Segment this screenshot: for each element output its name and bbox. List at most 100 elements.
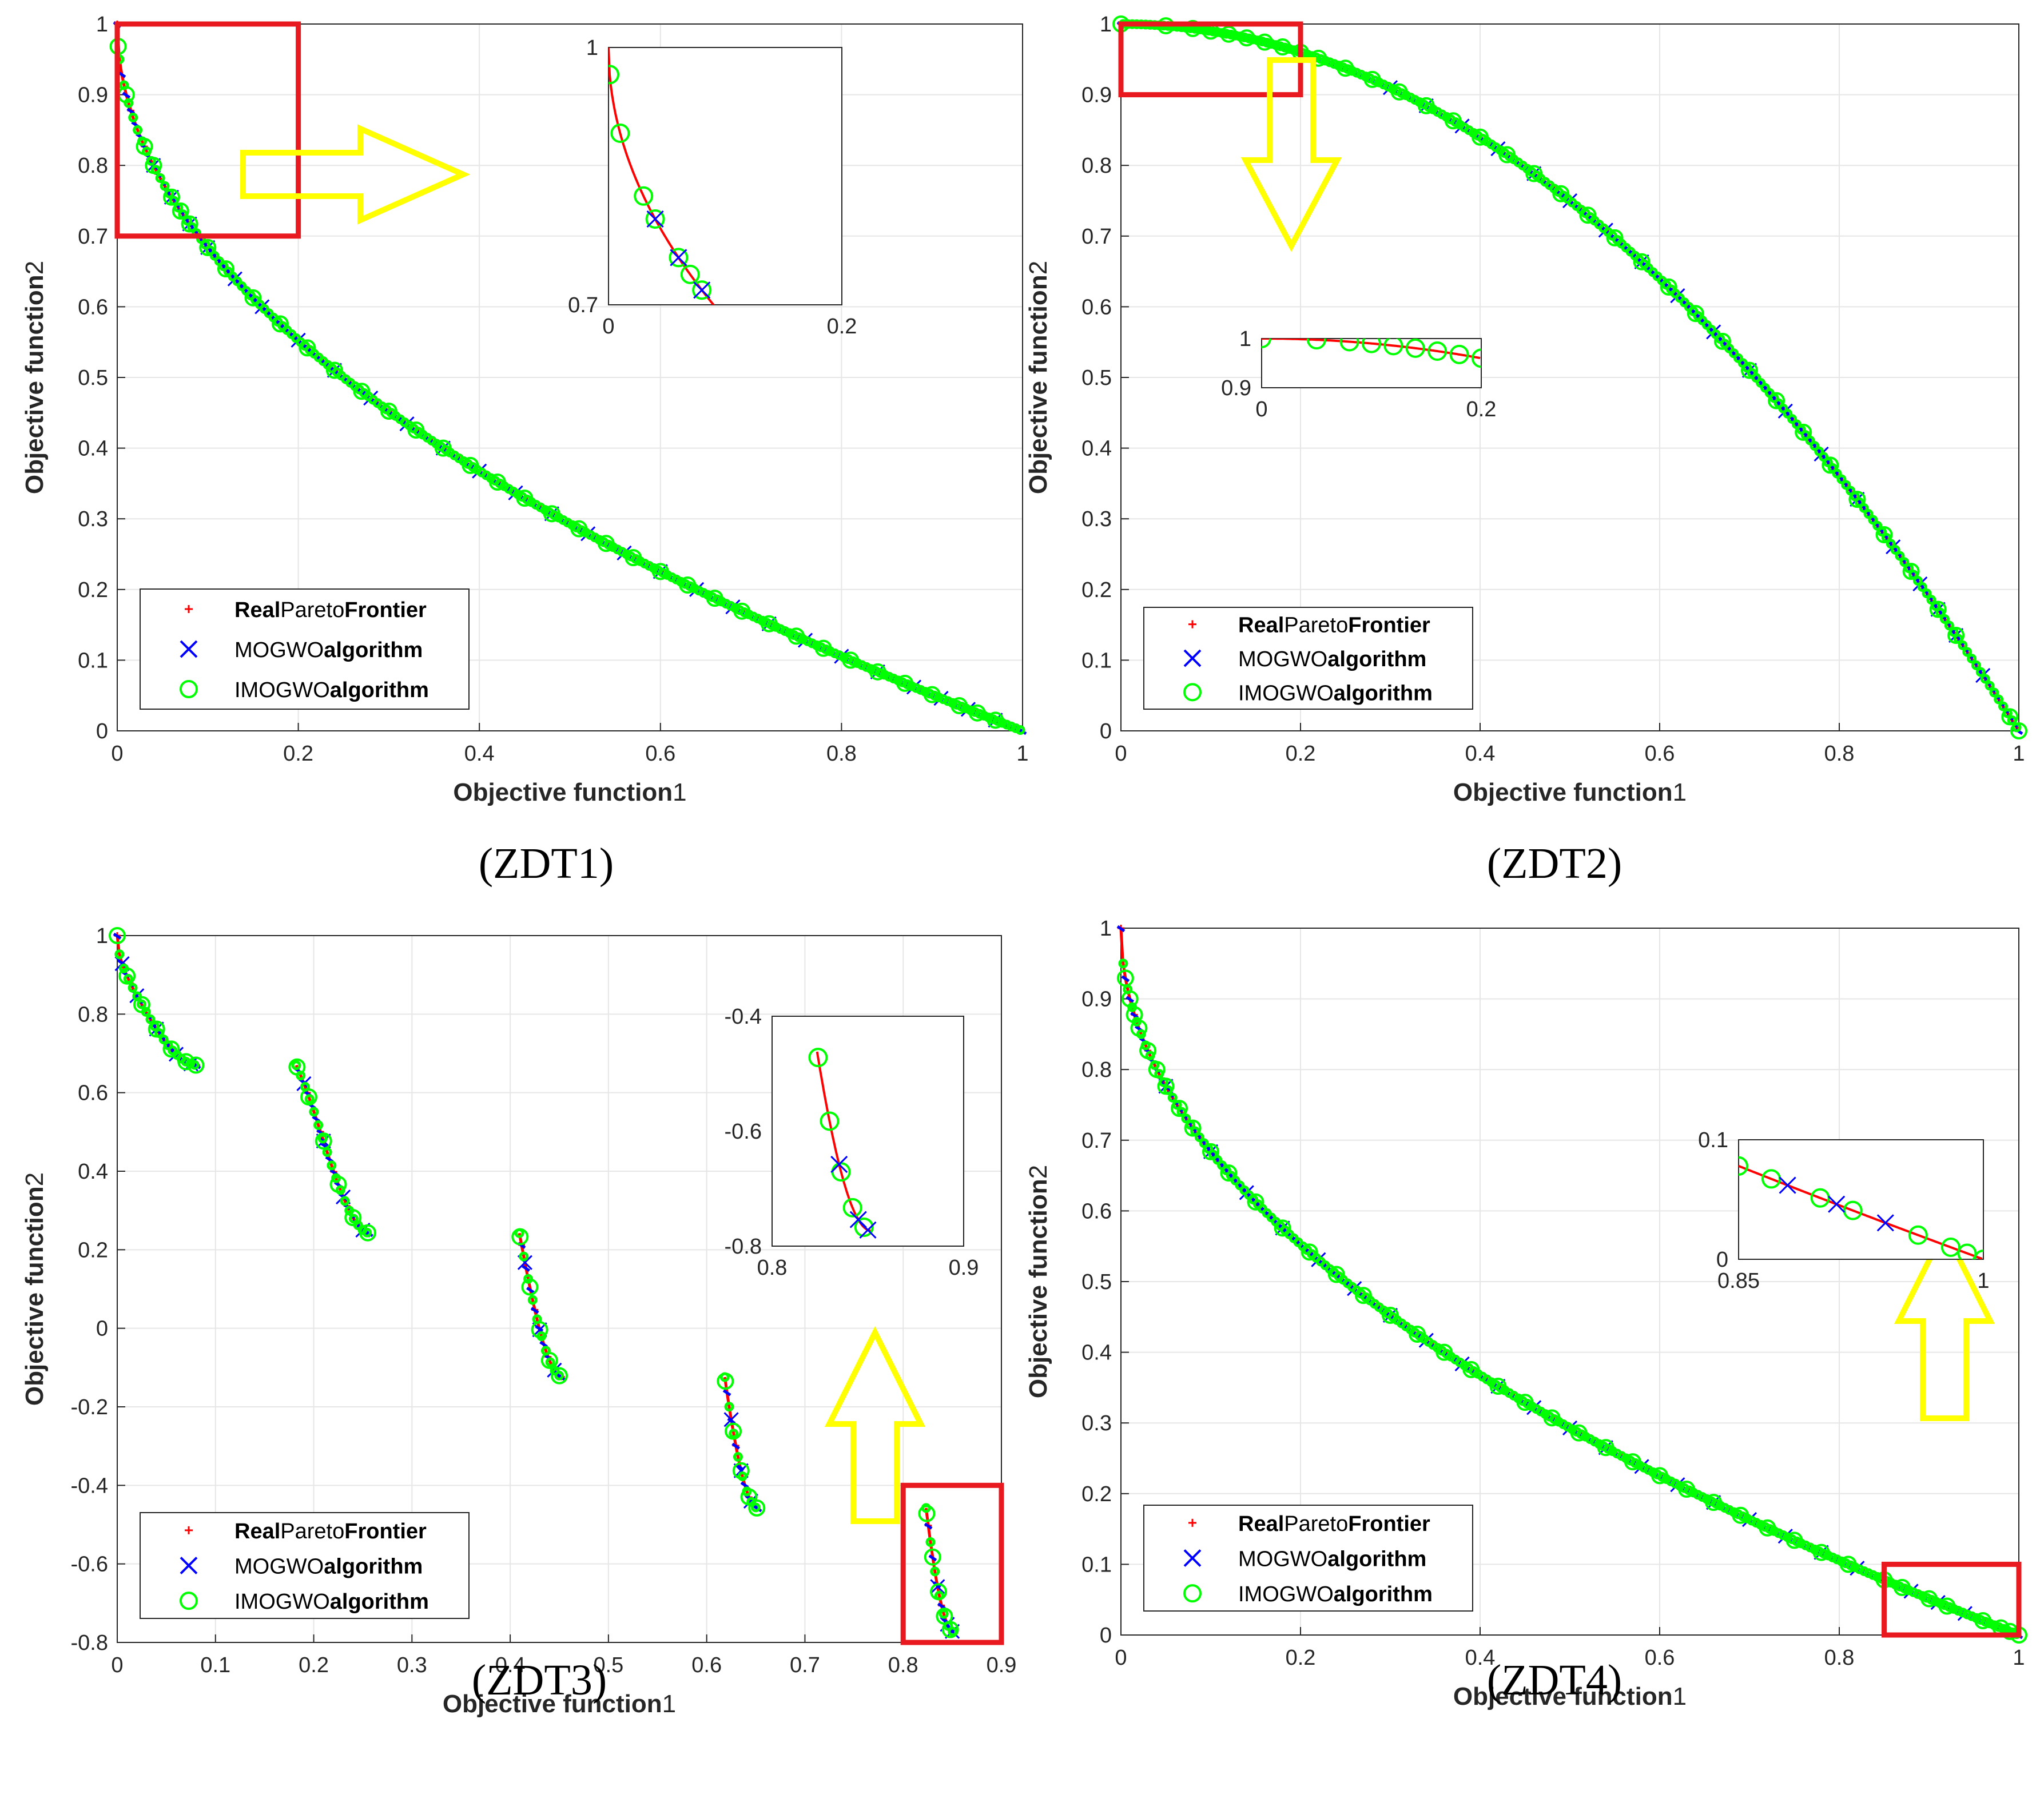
imogwo-marker [1920, 1590, 1938, 1608]
legend-label: MOGWOalgorithm [234, 638, 423, 662]
chart-caption: (ZDT4) [1487, 1656, 1622, 1704]
imogwo-point [313, 1120, 324, 1130]
imogwo-point [729, 1429, 739, 1439]
inset-x-tick-label: 0.85 [1717, 1269, 1760, 1293]
legend: RealParetoFrontier MOGWOalgorithm IMOGWOal… [140, 1512, 470, 1619]
imogwo-marker [1354, 1287, 1372, 1304]
legend-marker-plus [185, 605, 193, 613]
imogwo-point [1275, 41, 1286, 51]
inset-x-tick-label: 0.9 [949, 1256, 979, 1280]
imogwo-marker [1875, 526, 1893, 544]
y-tick-label: 0.7 [1081, 225, 1112, 249]
imogwo-marker [1139, 1042, 1157, 1060]
imogwo-marker [511, 1228, 529, 1246]
y-tick-label: 0.8 [1081, 1058, 1112, 1082]
imogwo-marker [725, 1422, 742, 1440]
imogwo-point [348, 1214, 359, 1224]
imogwo-point [128, 982, 138, 993]
x-tick-label: 0.8 [1824, 742, 1855, 766]
imogwo-marker [1171, 1100, 1188, 1117]
y-tick-label: 0.5 [78, 366, 108, 390]
x-tick-label: 0.6 [1645, 1646, 1675, 1670]
legend-label: MOGWOalgorithm [1238, 1548, 1426, 1572]
imogwo-marker [733, 602, 751, 620]
y-tick-label: 0.5 [1081, 1270, 1112, 1294]
imogwo-marker [1220, 1164, 1238, 1182]
imogwo-marker [1732, 1506, 1749, 1524]
y-tick-label: 0.8 [78, 154, 108, 178]
inset-plot [1739, 1156, 1983, 1259]
y-tick-label: -0.4 [71, 1474, 108, 1498]
legend-label: IMOGWOalgorithm [1238, 681, 1433, 705]
inset-y-tick-label: -0.8 [725, 1235, 762, 1259]
imogwo-point [925, 1537, 936, 1547]
inset-x-tick-label: 0 [1255, 397, 1267, 421]
imogwo-point [1868, 515, 1878, 525]
imogwo-marker [1220, 25, 1238, 43]
mogwo-point [1116, 925, 1126, 933]
imogwo-point [133, 125, 143, 135]
inset-x-tick-label: 0.8 [757, 1256, 788, 1280]
imogwo-point [1962, 647, 1973, 657]
inset-x-tick-label: 0.2 [1466, 397, 1497, 421]
imogwo-marker [521, 1278, 539, 1296]
imogwo-point [1221, 29, 1231, 39]
imogwo-marker [1525, 165, 1543, 182]
imogwo-marker [814, 639, 832, 657]
imogwo-marker [531, 1321, 548, 1339]
imogwo-point [1939, 614, 1950, 624]
imogwo-marker [1363, 70, 1381, 88]
mogwo-point [122, 92, 131, 99]
zoom-arrow [240, 124, 471, 225]
y-tick-label: 1 [1100, 917, 1112, 941]
x-tick-label: 1 [2013, 1646, 2025, 1670]
imogwo-marker [1633, 253, 1651, 270]
inset-plot [808, 1048, 877, 1239]
imogwo-point [189, 1060, 200, 1070]
x-tick-label: 0.5 [593, 1653, 623, 1677]
imogwo-point [545, 1357, 555, 1367]
imogwo-marker [1382, 1306, 1399, 1324]
imogwo-marker [1678, 1481, 1696, 1498]
imogwo-marker [1839, 1556, 1857, 1573]
imogwo-point [1926, 595, 1936, 605]
x-tick-label: 0.2 [1286, 742, 1316, 766]
imogwo-point [1257, 37, 1267, 47]
mogwo-point [740, 1481, 749, 1489]
x-tick-label: 0.4 [1465, 1646, 1496, 1670]
y-tick-label: 0.1 [1081, 649, 1112, 673]
imogwo-marker [359, 1224, 377, 1242]
imogwo-marker [1417, 97, 1435, 114]
imogwo-marker [1121, 990, 1139, 1008]
inset-y-tick-label: 1 [586, 36, 598, 60]
imogwo-marker [299, 339, 316, 357]
x-tick-label: 0.6 [1645, 742, 1675, 766]
imogwo-marker [1472, 128, 1489, 146]
y-tick-label: 0 [1100, 1624, 1112, 1648]
imogwo-marker [951, 697, 968, 714]
imogwo-marker [2001, 708, 2019, 726]
imogwo-point [123, 974, 133, 984]
imogwo-marker [217, 260, 234, 278]
imogwo-marker [344, 1209, 362, 1227]
imogwo-point [1167, 1092, 1178, 1103]
x-tick-label: 0.1 [200, 1653, 230, 1677]
x-tick-label: 0.8 [888, 1653, 918, 1677]
inset-mogwo-marker [693, 281, 711, 299]
y-tick-label: 0.9 [78, 83, 108, 108]
imogwo-point [1814, 446, 1824, 456]
inset-y-tick-label: -0.4 [725, 1005, 762, 1029]
imogwo-marker [748, 1499, 766, 1517]
imogwo-point [527, 1295, 538, 1305]
y-tick-label: 0.6 [1081, 295, 1112, 319]
imogwo-point [1841, 480, 1851, 490]
y-tick-label: 0.6 [1081, 1199, 1112, 1223]
y-tick-label: 0.2 [1081, 578, 1112, 602]
imogwo-point [948, 1626, 958, 1637]
inset-x-tick-label: 0 [602, 315, 614, 339]
y-tick-label: 0.3 [1081, 507, 1112, 531]
imogwo-marker [329, 1175, 347, 1193]
y-tick-label: -0.8 [71, 1631, 108, 1655]
inset-imogwo-marker [1307, 339, 1326, 350]
imogwo-marker [162, 188, 180, 206]
